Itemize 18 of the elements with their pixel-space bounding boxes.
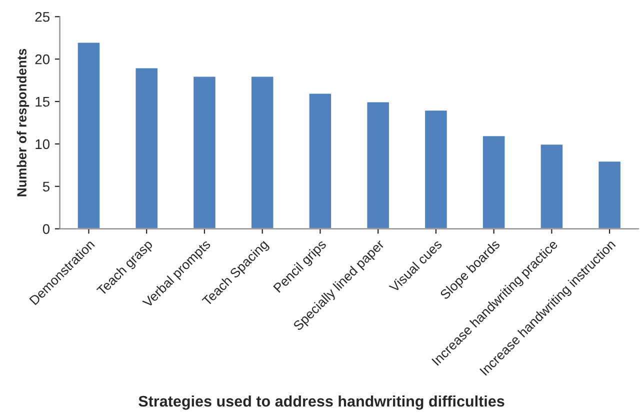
x-axis-title: Strategies used to address handwriting difficulties [138, 395, 504, 410]
y-tick-label: 0 [42, 224, 50, 234]
y-tick-label: 5 [42, 182, 50, 192]
y-tick-label: 10 [36, 139, 50, 150]
bar [366, 100, 390, 229]
y-tick-label: 25 [35, 12, 50, 22]
bar [539, 143, 564, 229]
bar [250, 75, 275, 229]
bar [192, 75, 217, 229]
y-axis-title: Number of respondents [16, 48, 30, 196]
bar [424, 109, 448, 229]
bar [482, 134, 506, 229]
bar [308, 92, 332, 229]
bar [597, 160, 622, 229]
y-tick-label: 20 [35, 54, 50, 64]
bar [76, 41, 102, 229]
bar [134, 66, 159, 229]
y-tick-label: 15 [36, 96, 50, 107]
